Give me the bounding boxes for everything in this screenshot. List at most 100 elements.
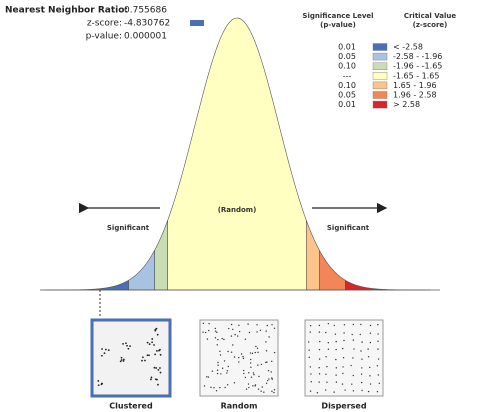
point	[148, 343, 151, 346]
point	[309, 390, 312, 392]
point	[316, 392, 319, 394]
point	[342, 366, 344, 368]
legend-header: Significance Level	[302, 12, 373, 20]
legend-p: 0.05	[338, 91, 356, 100]
point	[369, 383, 372, 385]
point	[243, 369, 245, 372]
legend-p: ---	[343, 71, 352, 80]
point	[146, 354, 149, 357]
point	[157, 369, 160, 371]
legend-header: (p-value)	[320, 21, 356, 29]
point	[271, 360, 273, 363]
point	[101, 348, 103, 350]
point	[221, 337, 223, 340]
point	[233, 356, 236, 358]
point	[377, 358, 380, 360]
point	[257, 351, 259, 354]
point	[103, 352, 106, 355]
point	[228, 327, 230, 330]
point	[125, 342, 127, 345]
point	[223, 338, 225, 341]
point	[254, 384, 257, 386]
point	[369, 375, 371, 377]
point	[255, 345, 257, 348]
point	[352, 374, 354, 377]
point	[309, 325, 312, 327]
point	[308, 356, 310, 359]
point	[335, 367, 338, 369]
point	[259, 329, 262, 331]
point	[151, 338, 154, 340]
point	[253, 373, 255, 376]
point	[324, 389, 327, 391]
point	[378, 382, 381, 385]
point	[377, 323, 379, 326]
point	[343, 324, 346, 326]
point	[359, 333, 361, 336]
point	[213, 387, 215, 389]
point	[376, 365, 379, 367]
point	[325, 356, 327, 358]
point	[249, 352, 252, 354]
point	[251, 352, 254, 355]
point	[361, 367, 363, 369]
point	[369, 341, 372, 344]
point	[122, 358, 125, 361]
legend-p: 0.10	[338, 81, 356, 90]
point	[342, 372, 344, 375]
point	[104, 348, 107, 351]
legend-header: (z-score)	[413, 21, 448, 29]
patterns: Clustered Random Dispersed	[90, 318, 384, 411]
point	[352, 339, 355, 341]
point	[326, 381, 328, 383]
point	[318, 367, 320, 369]
legend-p: 0.01	[338, 43, 356, 52]
point	[369, 332, 372, 334]
point	[243, 372, 245, 375]
point	[369, 366, 371, 369]
point	[265, 350, 268, 352]
point	[207, 376, 210, 378]
point	[216, 369, 219, 371]
curve-segment	[306, 220, 320, 291]
point	[214, 337, 217, 339]
point	[310, 381, 312, 383]
point	[361, 389, 363, 392]
point	[377, 348, 379, 350]
point	[221, 367, 224, 369]
point	[342, 357, 345, 359]
point	[353, 348, 355, 350]
point	[226, 370, 229, 372]
point	[157, 383, 159, 386]
bell-curve	[40, 17, 440, 291]
curve-segment	[128, 250, 155, 291]
pattern-label: Clustered	[109, 402, 153, 411]
legend-swatch	[372, 43, 388, 51]
point	[107, 349, 110, 352]
point	[101, 354, 103, 357]
point	[325, 373, 327, 375]
point	[270, 371, 272, 373]
legend-swatch	[372, 52, 388, 61]
point	[250, 366, 252, 368]
point	[154, 378, 157, 381]
point	[219, 354, 222, 356]
point	[238, 330, 241, 333]
curve-label: (Random)	[218, 206, 257, 214]
point	[219, 386, 221, 389]
point	[155, 350, 158, 352]
point	[247, 383, 250, 385]
point	[159, 367, 161, 369]
point	[335, 340, 337, 343]
pattern-label: Random	[221, 402, 258, 411]
legend: 0.01 < -2.58 0.05 -2.58 - -1.96 0.10 -1.96 - …	[338, 43, 442, 110]
point	[352, 390, 355, 392]
point	[335, 374, 337, 376]
point	[333, 391, 335, 393]
point	[238, 361, 240, 363]
point	[151, 341, 154, 344]
point	[227, 350, 229, 353]
point	[335, 358, 337, 361]
point	[97, 384, 100, 387]
point	[242, 355, 244, 358]
